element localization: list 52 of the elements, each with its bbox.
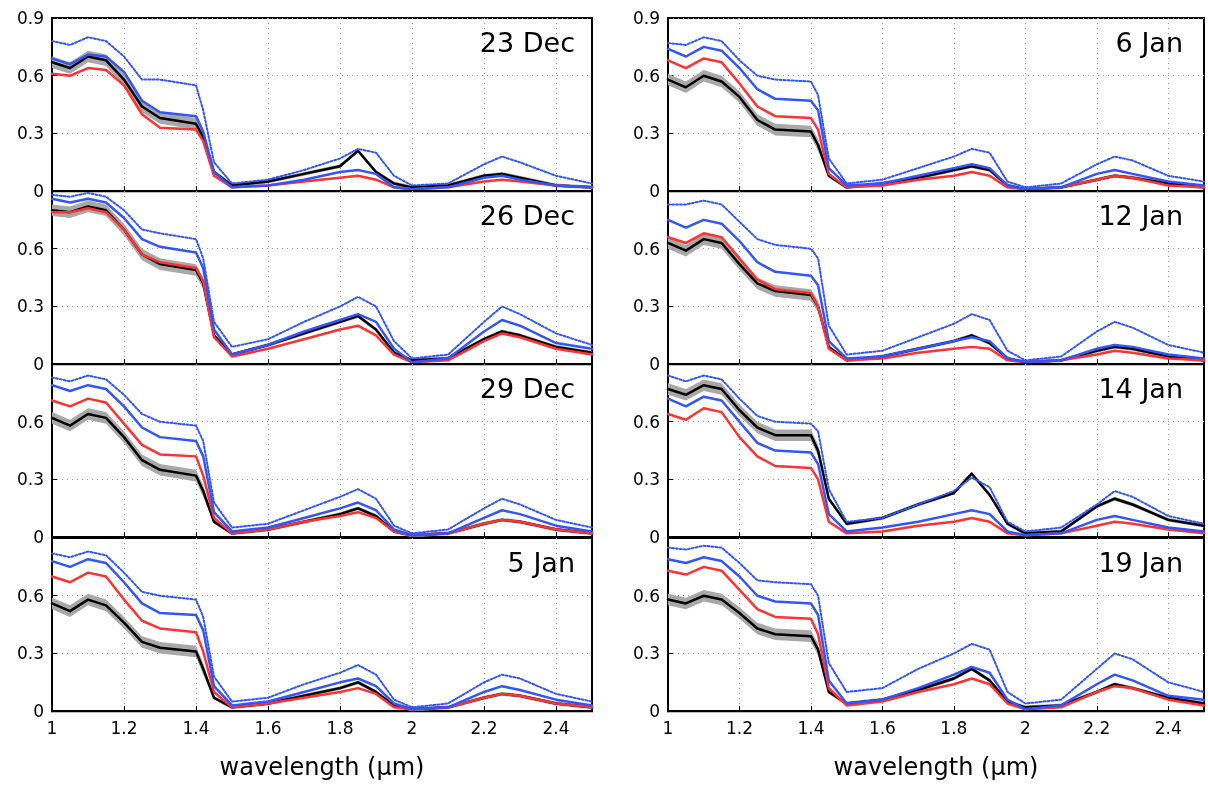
x-tick-label: 1.8 (326, 717, 354, 738)
y-tick-label: 0.9 (16, 8, 44, 28)
y-tick-label: 0 (33, 527, 44, 548)
y-tick-label: 0 (33, 354, 44, 375)
x-axis-title: wavelength (μm) (219, 752, 425, 781)
y-tick-label: 0.3 (632, 296, 660, 317)
y-tick-label: 0.6 (632, 238, 660, 259)
chart-title: 26 Dec (479, 200, 575, 232)
x-tick-label: 1.6 (868, 717, 896, 738)
y-tick-label: 0 (649, 181, 660, 202)
x-tick-label: 2.2 (470, 717, 498, 738)
chart-title: 29 Dec (479, 373, 575, 405)
x-tick-label: 2.2 (1083, 717, 1111, 738)
x-tick-label: 2.4 (1154, 717, 1182, 738)
x-tick-label: 1.2 (110, 717, 138, 738)
x-tick-label: 1.6 (254, 717, 282, 738)
x-tick-label: 1.8 (940, 717, 968, 738)
x-tick-label: 1.2 (725, 717, 753, 738)
y-tick-label: 0.6 (632, 412, 660, 433)
y-tick-label: 0.6 (16, 238, 44, 259)
y-tick-label: 0.6 (632, 65, 660, 86)
chart-title: 5 Jan (507, 546, 576, 578)
chart-title: 14 Jan (1098, 373, 1183, 405)
x-tick-label: 1 (46, 717, 58, 738)
chart-title: 23 Dec (479, 27, 575, 58)
y-tick-label: 0 (649, 527, 660, 548)
y-tick-label: 0.6 (16, 65, 44, 86)
y-tick-label: 0.3 (16, 469, 44, 490)
chart-title: 12 Jan (1098, 200, 1183, 232)
x-tick-label: 1.4 (182, 717, 210, 738)
y-tick-label: 0 (649, 354, 660, 375)
y-tick-label: 0 (33, 181, 44, 202)
y-tick-label: 0.3 (632, 643, 660, 664)
y-tick-label: 0.6 (632, 585, 660, 606)
y-tick-label: 0.3 (16, 643, 44, 664)
y-tick-label: 0.6 (16, 412, 44, 433)
y-tick-label: 0.6 (16, 585, 44, 606)
x-tick-label: 2.4 (542, 717, 570, 738)
y-tick-label: 0.3 (632, 469, 660, 490)
y-tick-label: 0.3 (16, 123, 44, 144)
y-tick-label: 0 (33, 700, 44, 721)
y-tick-label: 0 (649, 700, 660, 721)
x-tick-label: 1.4 (797, 717, 825, 738)
chart-title: 19 Jan (1098, 546, 1183, 578)
x-tick-label: 2 (1019, 717, 1031, 738)
y-tick-label: 0.3 (16, 296, 44, 317)
x-tick-label: 1 (662, 717, 674, 738)
x-tick-label: 2 (406, 717, 418, 738)
x-axis-title: wavelength (μm) (833, 752, 1039, 781)
chart-title: 6 Jan (1115, 27, 1184, 58)
y-tick-label: 0.9 (632, 8, 660, 28)
y-tick-label: 0.3 (632, 123, 660, 144)
